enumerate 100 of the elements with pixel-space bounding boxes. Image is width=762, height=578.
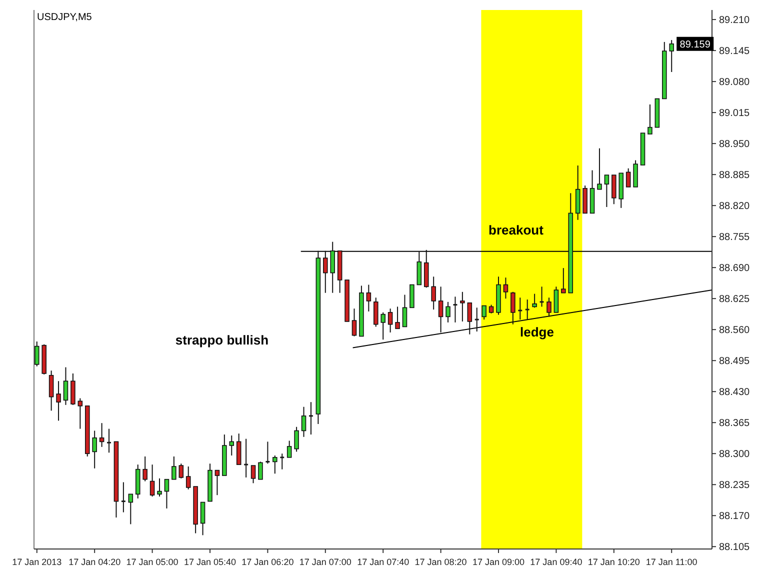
candlestick [524,299,530,320]
y-tick-label: 88.950 [719,139,750,150]
candlestick [503,277,508,300]
candlestick [604,174,610,208]
candlestick [142,456,148,482]
candlestick [388,308,393,333]
candlestick [633,160,638,188]
y-tick-label: 88.560 [719,325,750,336]
x-tick-label: 17 Jan 09:00 [472,557,525,567]
x-tick-label: 17 Jan 06:20 [242,557,294,567]
candlestick [120,482,126,513]
candlestick [106,428,112,454]
candlestick [70,372,76,406]
candlestick [539,286,545,308]
candlestick [178,463,184,479]
candlestick [301,406,306,438]
candlestick [669,40,674,73]
y-tick-label: 88.105 [719,542,750,554]
x-tick-label: 17 Jan 08:20 [414,557,467,567]
candlestick [236,433,242,466]
candlestick [157,478,162,498]
y-tick-label: 88.625 [719,294,750,306]
candlestick [78,398,83,430]
candlestick [410,284,414,308]
candlestick [243,438,249,478]
candlestick [446,301,450,323]
candlestick [575,165,580,220]
x-tick-label: 17 Jan 10:20 [588,557,640,567]
chart-title: USDJPY,M5 [37,12,92,23]
candlestick [294,426,299,452]
candlestick [308,402,314,436]
x-tick-label: 17 Jan 11:00 [646,557,698,567]
candlestick [250,465,256,484]
candlestick [99,422,104,448]
candlestick [561,268,566,294]
candlestick [452,296,458,323]
candlestick [648,104,652,135]
candlestick [366,284,372,312]
candlestick [92,430,97,469]
candlestick [330,241,335,294]
y-tick-label: 88.170 [719,511,750,522]
candlestick [200,502,206,536]
candlestick [164,478,170,509]
y-tick-label: 88.885 [719,170,750,182]
candlestick [352,308,357,337]
candlestick [380,312,386,340]
y-tick-label: 88.690 [719,263,750,274]
x-tick-label: 17 Jan 2013 [12,557,62,567]
candlestick [532,293,537,308]
candlestick [467,302,472,335]
candlestick [416,251,422,286]
candlestick [272,455,278,474]
candlestick [63,366,68,406]
y-tick-label: 89.080 [719,77,750,88]
candlestick [374,297,378,328]
candlestick [402,294,408,328]
candlestick [150,464,155,498]
candlestick [264,441,270,464]
candlestick [482,305,486,320]
candlestick [517,297,523,320]
candlestick [48,370,54,412]
x-tick-label: 17 Jan 07:00 [299,557,352,567]
candlestick [474,307,480,332]
candlestick [229,434,234,456]
candlestick [172,456,176,480]
x-tick-label: 17 Jan 04:20 [68,557,121,567]
candlestick [460,291,465,322]
candlestick [186,466,191,490]
y-tick-label: 88.300 [719,449,750,460]
candlestick [510,291,516,325]
candlestick [554,286,559,313]
candlestick [438,286,444,333]
y-tick-label: 88.365 [719,418,750,430]
y-tick-label: 88.495 [719,356,750,368]
candlestick [34,341,40,367]
candlestick [286,440,292,458]
candlestick [424,249,429,288]
candlestick [626,168,631,188]
annotation: strappo bullish [175,332,269,348]
candlestick [546,297,552,318]
candlestick [214,470,220,496]
y-tick-label: 88.430 [719,387,750,398]
candlestick [258,461,263,480]
candlestick [279,453,285,470]
candlestick [431,276,436,310]
x-tick-label: 17 Jan 09:40 [530,557,582,567]
candlestick [56,380,61,422]
candlestick [597,148,602,190]
y-tick-label: 88.235 [719,480,750,492]
candlestick [395,306,400,330]
annotation: ledge [520,324,554,340]
candlestick [323,250,328,294]
annotation: 89.159 [680,39,711,50]
candlestick [612,174,616,205]
candlestick [128,494,134,525]
y-tick-label: 89.210 [719,15,750,26]
x-tick-label: 17 Jan 05:00 [126,557,178,567]
x-tick-label: 17 Jan 07:40 [357,557,410,567]
y-tick-label: 88.820 [719,201,750,212]
y-tick-label: 88.755 [719,232,750,244]
